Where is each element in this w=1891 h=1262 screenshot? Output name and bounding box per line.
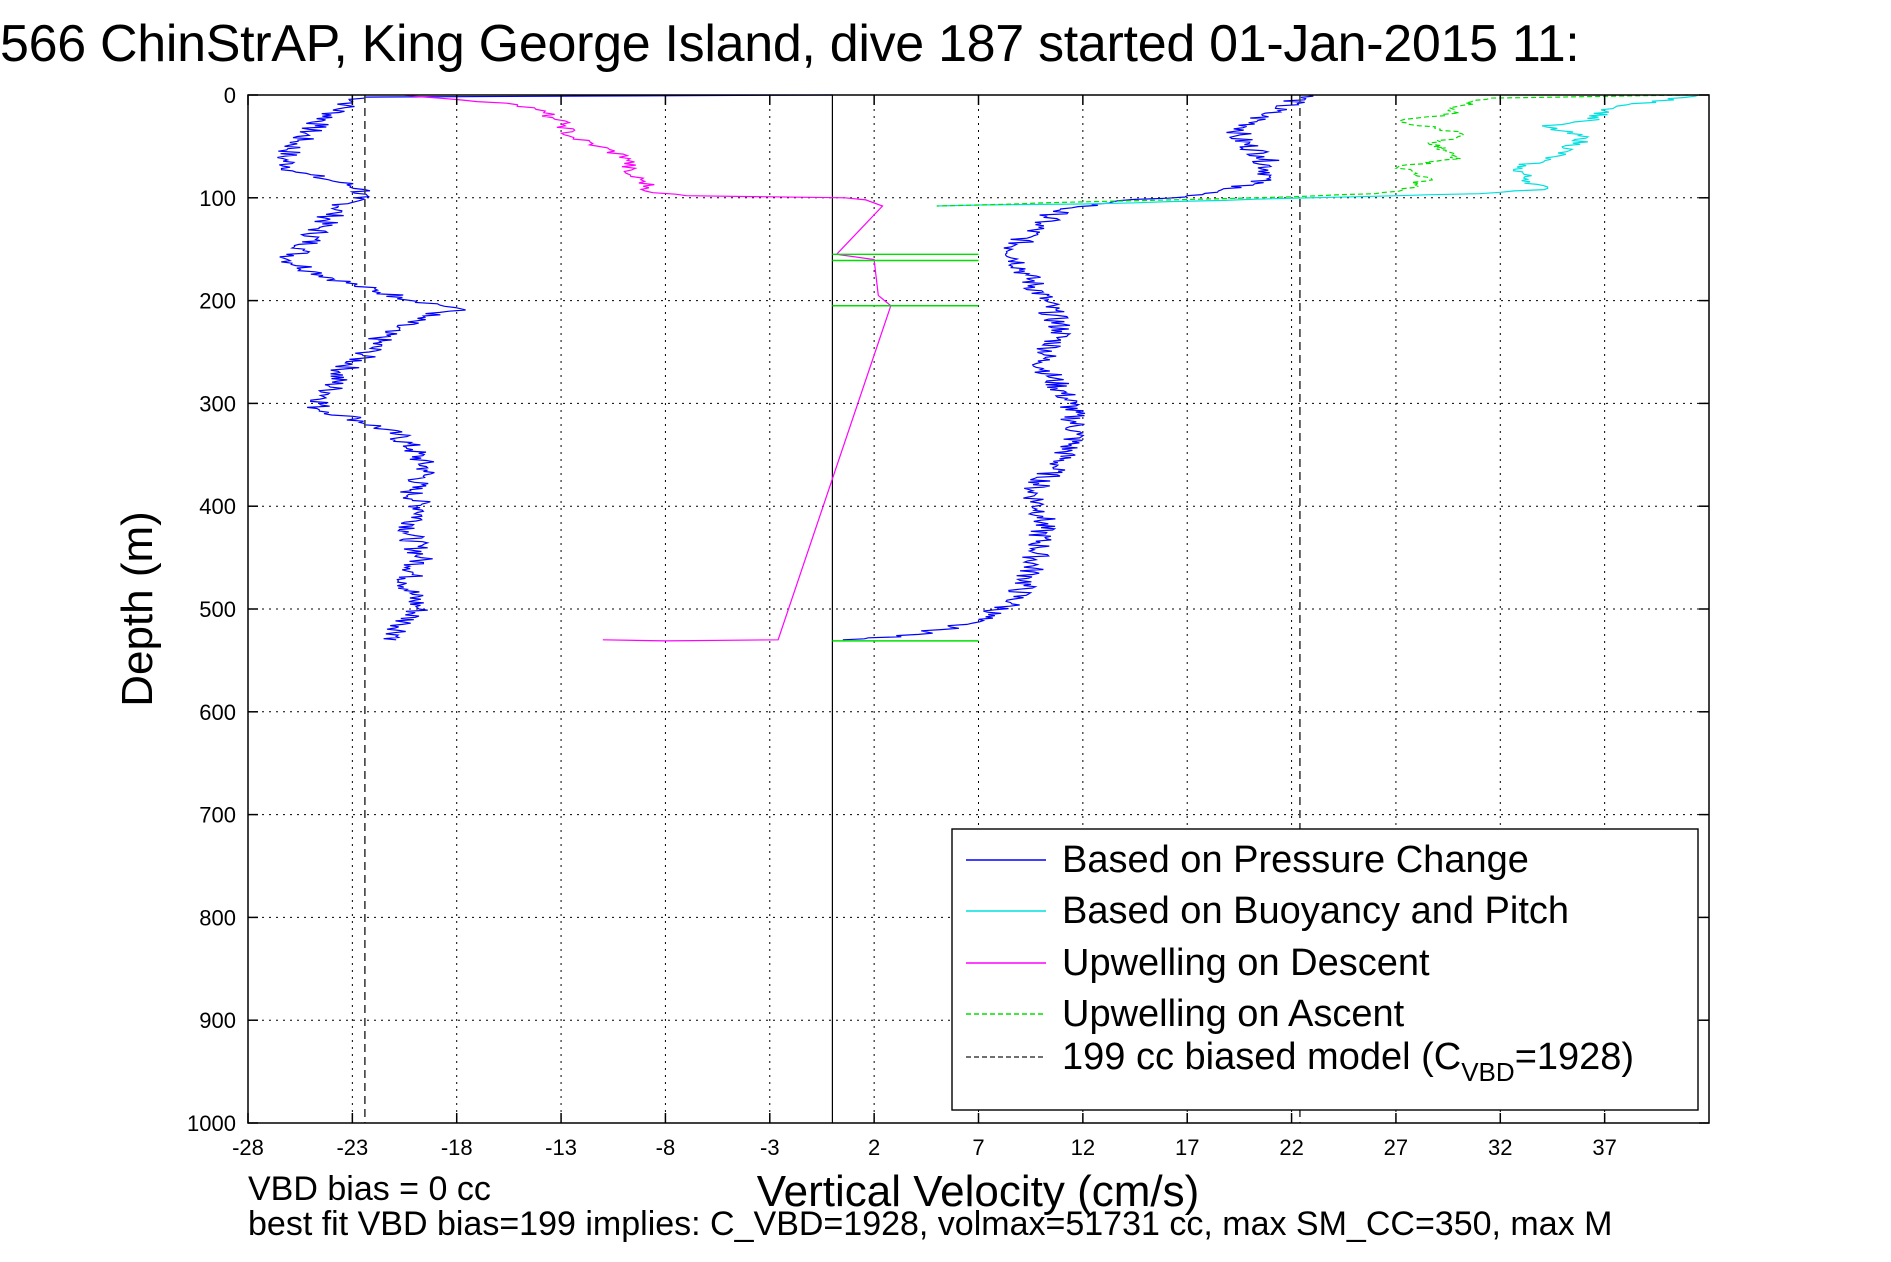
series-line-upwelling-on-descent: [404, 94, 892, 642]
series-line-based-on-pressure-change: [842, 94, 1314, 641]
y-tick-label: 0: [224, 83, 236, 108]
chart-title: 566 ChinStrAP, King George Island, dive …: [0, 15, 1580, 73]
legend-label: Upwelling on Descent: [1062, 942, 1430, 984]
best-fit-label: best fit VBD bias=199 implies: C_VBD=192…: [248, 1205, 1613, 1243]
y-tick-label: 300: [199, 391, 236, 416]
series-line-upwelling-on-ascent: [936, 94, 1689, 207]
x-tick-label: -18: [441, 1135, 473, 1160]
y-tick-label: 700: [199, 803, 236, 828]
x-tick-label: 32: [1488, 1135, 1512, 1160]
x-tick-label: 12: [1071, 1135, 1095, 1160]
y-tick-label: 900: [199, 1008, 236, 1033]
legend-label: Upwelling on Ascent: [1062, 993, 1405, 1035]
x-axis-label: Vertical Velocity (cm/s): [757, 1167, 1200, 1216]
vbd-bias-label: VBD bias = 0 cc: [248, 1170, 491, 1208]
x-tick-label: -23: [336, 1135, 368, 1160]
x-tick-label: -13: [545, 1135, 577, 1160]
x-tick-label: 2: [868, 1135, 880, 1160]
legend-label: Based on Buoyancy and Pitch: [1062, 890, 1569, 932]
legend-label: Based on Pressure Change: [1062, 839, 1529, 881]
x-tick-label: -28: [232, 1135, 264, 1160]
y-tick-label: 500: [199, 597, 236, 622]
x-tick-label: -3: [760, 1135, 780, 1160]
legend: Based on Pressure Change Based on Buoyanc…: [951, 828, 1699, 1111]
x-tick-label: 27: [1384, 1135, 1408, 1160]
x-tick-label: 22: [1279, 1135, 1303, 1160]
y-tick-label: 800: [199, 905, 236, 930]
y-tick-label: 100: [199, 186, 236, 211]
x-tick-label: 17: [1175, 1135, 1199, 1160]
series-line-based-on-pressure-change: [277, 94, 833, 641]
y-axis-label: Depth (m): [113, 511, 162, 707]
y-tick-label: 1000: [187, 1111, 236, 1136]
series-line-based-on-buoyancy-and-pitch: [936, 94, 1699, 207]
y-tick-label: 400: [199, 494, 236, 519]
x-tick-label: 37: [1592, 1135, 1616, 1160]
axis-ticks: -28 -23 -18 -13 -8 -3 2 7 12 17 22 27 32 370100200300…: [187, 83, 1709, 1160]
x-tick-label: -8: [656, 1135, 676, 1160]
y-tick-label: 600: [199, 700, 236, 725]
y-tick-label: 200: [199, 289, 236, 314]
legend-box: [951, 828, 1699, 1111]
x-tick-label: 7: [972, 1135, 984, 1160]
data-lines: [277, 94, 1699, 1123]
